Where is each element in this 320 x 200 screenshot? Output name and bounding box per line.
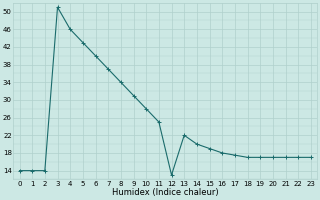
X-axis label: Humidex (Indice chaleur): Humidex (Indice chaleur) bbox=[112, 188, 219, 197]
